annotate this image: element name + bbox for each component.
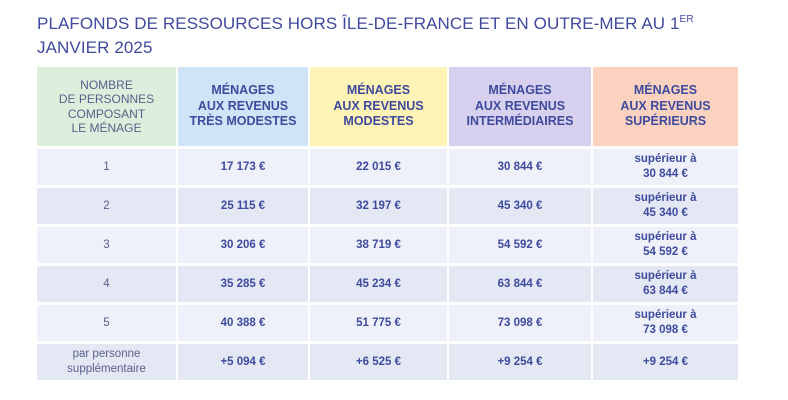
cell-line: supérieur à: [597, 191, 734, 206]
cell-line: 54 592 €: [597, 245, 734, 260]
income-ceilings-table: NOMBRE DE PERSONNES COMPOSANT LE MÉNAGE …: [37, 67, 738, 380]
header-line: MÉNAGES: [182, 83, 304, 99]
header-line: MÉNAGES: [314, 83, 443, 99]
header-tres-modestes: MÉNAGES AUX REVENUS TRÈS MODESTES: [178, 67, 310, 146]
table-row: 4 35 285 € 45 234 € 63 844 € supérieur à…: [37, 263, 738, 302]
cell-line: supérieur à: [597, 308, 734, 323]
cell-superieurs: +9 254 €: [593, 341, 738, 380]
cell-line: 63 844 €: [597, 284, 734, 299]
header-line: AUX REVENUS: [453, 99, 587, 115]
header-line: LE MÉNAGE: [41, 121, 172, 136]
header-line: AUX REVENUS: [182, 99, 304, 115]
header-line: AUX REVENUS: [314, 99, 443, 115]
cell-superieurs: supérieur à 63 844 €: [593, 263, 738, 302]
header-line: DE PERSONNES: [41, 92, 172, 107]
cell-line: supérieur à: [597, 152, 734, 167]
header-line: INTERMÉDIAIRES: [453, 114, 587, 130]
header-line: SUPÉRIEURS: [597, 114, 734, 130]
cell-modestes: 22 015 €: [310, 146, 449, 185]
cell-persons: par personne supplémentaire: [37, 341, 178, 380]
cell-line: 73 098 €: [597, 323, 734, 338]
cell-intermediaires: 54 592 €: [449, 224, 593, 263]
cell-line: 30 844 €: [597, 167, 734, 182]
header-intermediaires: MÉNAGES AUX REVENUS INTERMÉDIAIRES: [449, 67, 593, 146]
cell-tres-modestes: 25 115 €: [178, 185, 310, 224]
cell-superieurs: supérieur à 54 592 €: [593, 224, 738, 263]
cell-persons: 2: [37, 185, 178, 224]
header-line: MÉNAGES: [453, 83, 587, 99]
table-row: 5 40 388 € 51 775 € 73 098 € supérieur à…: [37, 302, 738, 341]
cell-modestes: 38 719 €: [310, 224, 449, 263]
cell-tres-modestes: 35 285 €: [178, 263, 310, 302]
cell-persons: 3: [37, 224, 178, 263]
cell-modestes: 32 197 €: [310, 185, 449, 224]
cell-line: 45 340 €: [597, 206, 734, 221]
cell-intermediaires: 73 098 €: [449, 302, 593, 341]
cell-intermediaires: 63 844 €: [449, 263, 593, 302]
cell-persons: 1: [37, 146, 178, 185]
cell-superieurs: supérieur à 45 340 €: [593, 185, 738, 224]
page-title: PLAFONDS DE RESSOURCES HORS ÎLE-DE-FRANC…: [37, 12, 757, 60]
header-line: MÉNAGES: [597, 83, 734, 99]
header-household-size: NOMBRE DE PERSONNES COMPOSANT LE MÉNAGE: [37, 67, 178, 146]
header-line: TRÈS MODESTES: [182, 114, 304, 130]
cell-line: supérieur à: [597, 269, 734, 284]
header-row: NOMBRE DE PERSONNES COMPOSANT LE MÉNAGE …: [37, 67, 738, 146]
title-superscript: ER: [680, 14, 694, 25]
cell-tres-modestes: 40 388 €: [178, 302, 310, 341]
cell-superieurs: supérieur à 30 844 €: [593, 146, 738, 185]
cell-tres-modestes: 30 206 €: [178, 224, 310, 263]
header-line: COMPOSANT: [41, 107, 172, 122]
table-row: 1 17 173 € 22 015 € 30 844 € supérieur à…: [37, 146, 738, 185]
cell-superieurs: supérieur à 73 098 €: [593, 302, 738, 341]
cell-modestes: 45 234 €: [310, 263, 449, 302]
cell-intermediaires: 45 340 €: [449, 185, 593, 224]
cell-persons: 5: [37, 302, 178, 341]
header-modestes: MÉNAGES AUX REVENUS MODESTES: [310, 67, 449, 146]
table-row: 2 25 115 € 32 197 € 45 340 € supérieur à…: [37, 185, 738, 224]
cell-line: supplémentaire: [41, 362, 172, 377]
cell-tres-modestes: +5 094 €: [178, 341, 310, 380]
table-row-extra-person: par personne supplémentaire +5 094 € +6 …: [37, 341, 738, 380]
cell-modestes: +6 525 €: [310, 341, 449, 380]
cell-intermediaires: 30 844 €: [449, 146, 593, 185]
cell-line: supérieur à: [597, 230, 734, 245]
header-superieurs: MÉNAGES AUX REVENUS SUPÉRIEURS: [593, 67, 738, 146]
title-line2: JANVIER 2025: [37, 38, 153, 57]
header-line: AUX REVENUS: [597, 99, 734, 115]
table-row: 3 30 206 € 38 719 € 54 592 € supérieur à…: [37, 224, 738, 263]
cell-modestes: 51 775 €: [310, 302, 449, 341]
cell-intermediaires: +9 254 €: [449, 341, 593, 380]
cell-tres-modestes: 17 173 €: [178, 146, 310, 185]
header-line: MODESTES: [314, 114, 443, 130]
cell-persons: 4: [37, 263, 178, 302]
header-line: NOMBRE: [41, 78, 172, 93]
cell-line: par personne: [41, 347, 172, 362]
title-text: PLAFONDS DE RESSOURCES HORS ÎLE-DE-FRANC…: [37, 14, 680, 33]
